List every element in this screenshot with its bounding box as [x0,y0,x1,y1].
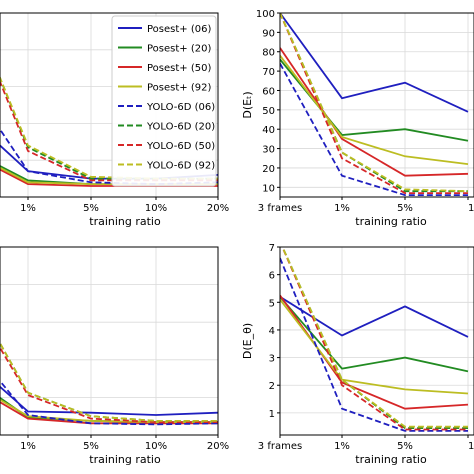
x-tick-label: 10% [145,203,167,214]
series-line-yolo-6d-06- [280,257,468,432]
plot-area [280,13,474,197]
series-line-yolo-6d-92- [0,341,218,422]
x-axis-label: training ratio [355,453,427,466]
series-line-posest-92- [280,298,469,395]
axes-frame [279,12,474,198]
legend-entry: YOLO-6D (50) [146,141,215,152]
panel-bottom-right: 3 frames 1% 5% 10% 1 2 3 4 5 6 7 training ratio D(E_… [241,243,474,466]
series-line-yolo-6d-92- [281,247,468,428]
series-line-yolo-6d-50- [281,247,468,431]
x-tick-label: 20% [207,203,229,214]
series-line-posest-06- [0,385,218,416]
panel-top-right: 3 frames 1% 5% 10% 10 20 30 40 50 60 70 80 90 100 trai… [241,9,474,228]
y-tick-label: 90 [262,28,275,39]
series-line-posest-06- [280,296,469,338]
x-tick-label: 5% [397,441,413,452]
series-line-posest-06- [280,13,469,113]
series-line-yolo-6d-50- [280,13,468,195]
y-tick-label: 100 [256,9,275,20]
plot-area [0,247,218,435]
legend-entry: YOLO-6D (06) [146,102,215,113]
y-tick-label: 6 [269,271,275,282]
y-tick-label: 3 [269,354,275,365]
legend-entry: Posest+ (50) [147,63,211,74]
x-tick-label: 3 frames [258,441,302,452]
y-tick-label: 5 [269,298,275,309]
series-line-posest-20- [280,296,469,373]
x-tick-label: 20% [207,441,229,452]
y-tick-label: 60 [262,86,275,97]
x-tick-label: 10% [145,441,167,452]
plot-background [280,13,474,197]
x-tick-label: 1% [334,203,350,214]
x-tick-label: 1% [334,441,350,452]
axes-frame [0,12,219,198]
y-tick-label: 4 [269,326,275,337]
x-tick-label: 10% [468,203,474,214]
x-tick-label: 5% [397,203,413,214]
axes-frame [0,246,219,436]
legend-entry: YOLO-6D (92) [146,161,215,172]
y-tick-label: 1 [269,409,275,420]
y-tick-label: 7 [269,243,275,254]
x-axis-label: training ratio [355,215,427,228]
y-tick-label: 2 [269,381,275,392]
panel-bottom-left: 1% 5% 10% 20% training ratio [0,246,229,466]
y-tick-label: 70 [262,67,275,78]
x-tick-label: 1% [20,441,36,452]
y-axis-label: D(E_θ) [241,323,254,359]
plot-area [280,247,474,435]
x-axis-label: training ratio [89,453,161,466]
x-axis-label: training ratio [89,215,161,228]
series-line-yolo-6d-06- [280,62,468,197]
legend-entry: Posest+ (06) [147,24,211,35]
series-line-posest-92- [0,398,218,424]
y-tick-label: 20 [262,164,275,175]
series-line-yolo-6d-50- [0,345,218,424]
y-tick-label: 10 [262,183,275,194]
series-line-yolo-6d-92- [280,13,469,193]
legend: Posest+ (06) Posest+ (20) Posest+ (50) Pose… [111,15,217,187]
series-line-posest-92- [280,55,469,165]
y-tick-label: 80 [262,48,275,59]
x-tick-label: 5% [83,203,99,214]
y-tick-label: 40 [262,125,275,136]
y-axis-label: D(Eₜ) [241,91,254,118]
series-line-yolo-6d-50- [0,79,218,182]
series-line-posest-50- [280,47,469,177]
legend-entry: Posest+ (20) [147,44,211,55]
axes-frame [279,246,474,436]
x-tick-label: 1% [20,203,36,214]
legend-box [111,15,217,187]
x-tick-label: 10% [468,441,474,452]
series-line-yolo-6d-06- [0,379,218,426]
y-tick-label: 50 [262,106,275,117]
x-tick-label: 3 frames [258,203,302,214]
legend-entry: YOLO-6D (20) [146,122,215,133]
plot-background [0,247,218,435]
y-tick-label: 30 [262,145,275,156]
x-tick-label: 5% [83,441,99,452]
legend-entry: Posest+ (92) [147,83,211,94]
